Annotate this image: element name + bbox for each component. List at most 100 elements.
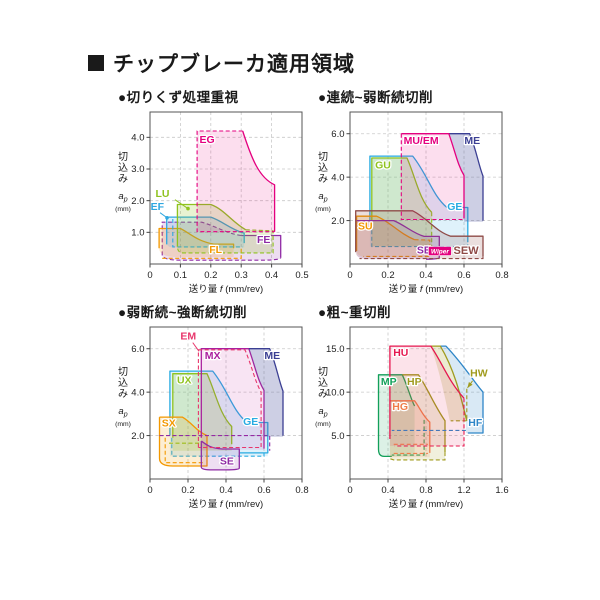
y-tick-label: 3.0	[131, 164, 144, 175]
page-title: チップブレーカ適用領域	[113, 53, 355, 76]
y-axis-label-char: 切	[118, 366, 128, 378]
chart-block-interrupted: ●弱断続~強断続切削 GE UX SX SE MX ME EM 0 0.2 0.4 0.6 0.8 2.…	[110, 301, 315, 521]
y-axis-label-char: 切	[318, 366, 328, 378]
y-axis-label-unit: (mm)	[315, 206, 331, 213]
region-HW-leader-arrow-icon	[467, 382, 473, 388]
wiper-badge-label: Wiper	[431, 249, 449, 256]
x-tick-label: 0.5	[295, 270, 308, 281]
region-SE-dashed-boundary	[159, 435, 271, 451]
region-label-MU/EM: MU/EM	[404, 135, 439, 147]
y-axis-label-symbol: ap	[318, 191, 327, 204]
region-HU-fill	[389, 346, 464, 446]
region-UX-fill	[172, 373, 232, 451]
region-HG-boundary	[389, 400, 431, 453]
x-tick-label: 0.2	[381, 270, 394, 281]
region-HW-dashed-boundary	[450, 388, 468, 422]
x-tick-label: 0.4	[381, 485, 394, 496]
region-HG-fill	[389, 400, 430, 458]
x-tick-label: 0.3	[235, 270, 248, 281]
plot-border	[149, 111, 303, 265]
y-tick-label: 1.0	[131, 228, 144, 239]
region-label-ME: ME	[264, 350, 280, 362]
chart-svg-rough: MP HP HG HF HW HU 0 0.4 0.8 1.2 1.6 5.0 10.0 15.0 送り量 …	[315, 326, 509, 510]
region-EG-fill	[197, 131, 275, 232]
region-label-SE: SE	[417, 245, 431, 257]
region-label-UX: UX	[177, 374, 192, 386]
y-axis-label-char: 込	[118, 162, 128, 174]
y-tick-label: 5.0	[331, 431, 344, 442]
y-axis-label-unit: (mm)	[315, 421, 331, 428]
region-ME-fill	[448, 133, 483, 222]
y-axis-label-unit: (mm)	[115, 421, 131, 428]
region-LU-fill	[177, 204, 274, 253]
region-label-MP: MP	[381, 376, 397, 388]
y-tick-label: 4.0	[131, 133, 144, 144]
y-axis-label-char: 込	[318, 162, 328, 174]
region-ME-boundary	[448, 133, 484, 221]
region-SX-fill	[159, 417, 207, 466]
region-label-HF: HF	[468, 417, 483, 429]
chart-subtitle-rough: ●粗~重切削	[318, 305, 392, 320]
x-tick-label: 0	[347, 485, 352, 496]
region-label-MX: MX	[205, 350, 221, 362]
region-MP-fill	[378, 374, 415, 457]
region-UX-boundary	[172, 373, 233, 445]
x-tick-label: 0.4	[419, 270, 432, 281]
region-EG-dashed-boundary	[196, 130, 275, 233]
region-label-HW: HW	[470, 368, 488, 380]
x-tick-label: 0.4	[219, 485, 232, 496]
chart-chip-control: FE FL EF LU EG 0 0.1 0.2 0.3 0.4 0.5 1.0 2.0 3.0 4.0 送り…	[110, 107, 315, 306]
y-axis-label-char: 切	[118, 151, 128, 163]
region-label-FL: FL	[209, 244, 222, 256]
region-label-FE: FE	[257, 234, 270, 246]
y-tick-label: 4.0	[331, 172, 344, 183]
region-FL-boundary	[158, 227, 235, 249]
region-label-ME: ME	[464, 135, 480, 147]
chart-subtitle-continuous: ●連続~弱断続切削	[318, 90, 434, 105]
region-GE-fill	[369, 156, 468, 247]
region-EM-leader-line	[192, 342, 200, 352]
chart-subtitle-chip-control: ●切りくず処理重視	[118, 90, 239, 105]
region-MU/EM-dashed-boundary	[400, 133, 464, 221]
y-tick-label: 4.0	[131, 387, 144, 398]
region-label-EG: EG	[200, 134, 215, 146]
chart-rough: MP HP HG HF HW HU 0 0.4 0.8 1.2 1.6 5.0 10.0 15.0 送り量 …	[310, 322, 515, 521]
region-HP-fill	[389, 374, 445, 460]
y-tick-label: 15.0	[326, 344, 345, 355]
region-HP-boundary	[402, 374, 446, 453]
region-GE-fill	[169, 371, 268, 457]
x-tick-label: 0.2	[181, 485, 194, 496]
region-label-HG: HG	[392, 401, 408, 413]
x-tick-label: 1.2	[457, 485, 470, 496]
region-HU-boundary	[389, 345, 465, 439]
chart-interrupted: GE UX SX SE MX ME EM 0 0.2 0.4 0.6 0.8 2.0 4.0 6.0 送り量 …	[110, 322, 315, 521]
region-ME-boundary	[248, 348, 284, 436]
region-label-EM: EM	[180, 331, 196, 343]
y-axis-label-char: 込	[118, 377, 128, 389]
region-HP-dashed-boundary	[389, 452, 446, 461]
region-GE-boundary	[369, 155, 469, 243]
y-axis-label-char: み	[318, 174, 328, 185]
chart-subtitle-interrupted: ●弱断続~強断続切削	[118, 305, 248, 320]
region-label-GE: GE	[243, 416, 258, 428]
region-label-GE: GE	[447, 201, 462, 213]
title-square-icon	[88, 55, 104, 71]
chart-block-continuous: ●連続~弱断続切削 GE GU SU SE Wiper SEW ME MU/EM 0 0.2 0.4…	[310, 86, 515, 306]
region-HW-boundary	[430, 345, 468, 421]
x-axis-label: 送り量 f (mm/rev)	[189, 283, 263, 295]
x-tick-label: 0.8	[495, 270, 508, 281]
y-tick-label: 10.0	[326, 387, 345, 398]
region-label-LU: LU	[155, 188, 169, 200]
region-EG-boundary	[242, 130, 276, 232]
y-axis-label-symbol: ap	[118, 406, 127, 419]
wiper-badge	[428, 246, 452, 256]
region-FL-dashed-boundary	[162, 246, 242, 259]
region-EF-leader-dot	[165, 215, 169, 220]
region-HF-boundary	[440, 345, 484, 434]
region-FE-boundary	[241, 234, 282, 258]
chart-block-chip-control: ●切りくず処理重視 FE FL EF LU EG 0 0.1 0.2 0.3 0.4 0.5 1.0 2…	[110, 86, 315, 306]
region-LU-boundary	[176, 203, 247, 247]
region-label-SEW: SEW	[454, 245, 480, 257]
x-tick-label: 0	[147, 270, 152, 281]
